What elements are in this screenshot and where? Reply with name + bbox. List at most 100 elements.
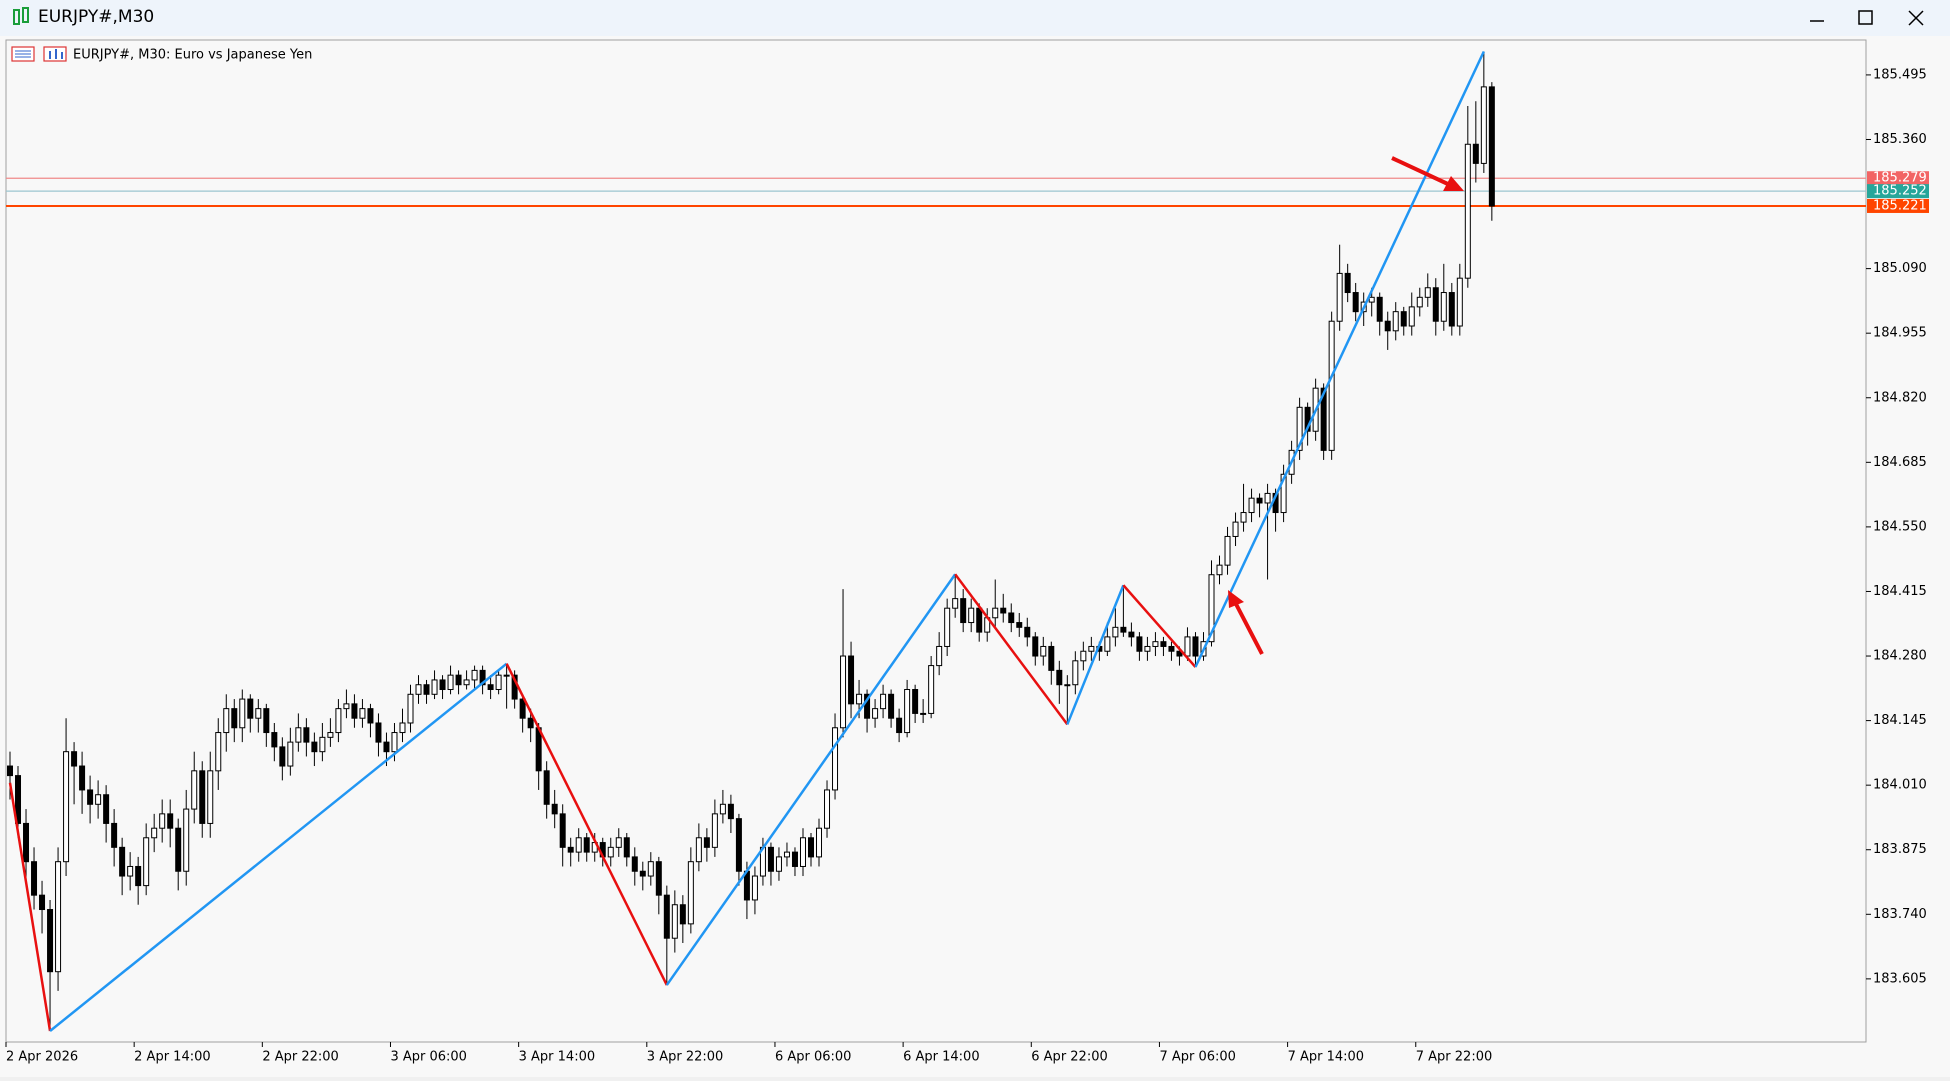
chart-header: EURJPY#, M30: Euro vs Japanese Yen [73,48,312,63]
candle-body [1128,631,1135,638]
candle-body [615,837,622,848]
candle-body [199,770,206,824]
candle-body [463,679,470,686]
candle-body [575,837,582,853]
candle-body [1080,650,1087,662]
close-button[interactable] [1908,10,1924,26]
candle-body [896,717,903,734]
candle-body [79,765,86,791]
candle-body [1208,574,1215,643]
candle-body [23,822,30,863]
candle-body [647,861,654,877]
candle-body [527,717,534,729]
candle-body [767,846,774,872]
candle-body [95,794,102,805]
candle-body [1240,512,1247,523]
candle-body [1432,287,1439,322]
candle-body [391,732,398,753]
candle-body [1464,143,1471,279]
y-tick-label: 183.740 [1873,907,1927,922]
candle-body [47,909,54,973]
candle-body [559,813,566,848]
candle-body [1008,612,1015,624]
candle-body [936,645,943,667]
candle-body [631,856,638,872]
candle-body [904,689,911,734]
candle-body [311,741,318,753]
candle-body [1104,636,1111,652]
price-level-label-bg [1867,198,1929,213]
candle-body [1056,669,1063,686]
candle-body [71,751,78,767]
candle-body [287,741,294,767]
y-tick-label: 184.685 [1873,455,1927,470]
candle-body [1472,143,1479,164]
candle-body [1400,311,1407,327]
price-level-label: 185.252 [1873,184,1927,199]
candle-body [799,837,806,867]
candle-body [351,703,358,719]
candle-body [1328,320,1335,451]
candle-body [519,698,526,719]
y-tick-label: 185.360 [1873,132,1927,147]
candle-body [63,751,70,863]
candle-body [856,693,863,705]
candle-body [215,732,222,772]
candle-body [1296,406,1303,451]
candle-body [495,674,502,691]
candle-body [159,813,166,829]
candle-body [920,712,927,715]
candle-body [359,708,366,719]
y-tick-label: 185.495 [1873,67,1927,82]
candle-body [880,693,887,710]
candle-body [1064,684,1071,687]
candle-body [543,770,550,805]
candle-body [1440,292,1447,322]
candle-body [87,789,94,805]
candle-body [1320,387,1327,451]
candle-body [247,698,254,719]
y-tick-label: 183.875 [1873,842,1927,857]
candle-body [175,827,182,872]
candle-body [455,674,462,686]
x-tick-label: 2 Apr 2026 [6,1050,78,1065]
candle-body [407,693,414,724]
candle-body [1416,296,1423,308]
candle-body [1448,292,1455,327]
candle-body [824,789,831,829]
title-bar [0,0,1950,36]
maximize-button[interactable] [1858,10,1873,25]
candle-body [1368,296,1375,303]
candle-body [1016,622,1023,628]
candle-body [303,727,310,743]
candle-body [399,722,406,734]
candle-body [1256,497,1263,504]
candle-body [1088,645,1095,652]
candle-body [848,655,855,705]
candle-body [783,851,790,858]
candle-body [231,708,238,729]
candle-body [735,818,742,872]
candle-body [223,708,230,734]
candle-body [1424,287,1431,298]
candle-body [367,708,374,724]
candle-body [888,693,895,719]
candle-body [111,822,118,848]
candle-body [319,736,326,753]
candle-body [952,598,959,609]
x-tick-label: 2 Apr 14:00 [134,1050,211,1065]
candle-body [135,865,142,887]
candle-body [1408,306,1415,327]
price-level-label-bg [1867,184,1929,199]
candle-body [623,837,630,858]
y-tick-label: 183.605 [1873,971,1927,986]
price-level-label-bg [1867,171,1929,186]
candle-body [1024,626,1031,638]
candle-body [1384,320,1391,332]
window-title: EURJPY#,M30 [38,7,154,27]
candle-body [431,679,438,695]
candle-body [719,803,726,815]
x-tick-label: 7 Apr 14:00 [1288,1050,1365,1065]
